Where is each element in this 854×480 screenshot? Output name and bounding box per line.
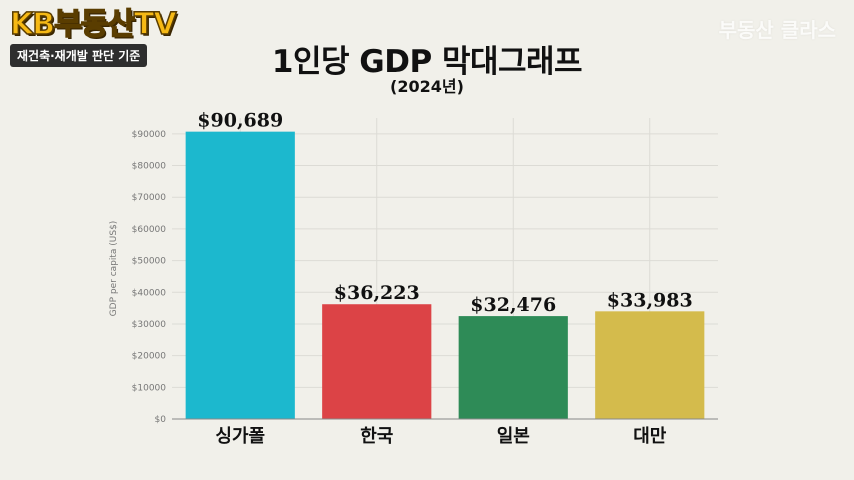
y-tick-label: $10000	[132, 383, 167, 393]
y-tick-label: $40000	[132, 288, 167, 298]
x-tick-label: 한국	[360, 426, 393, 447]
bar	[595, 311, 705, 419]
logo-subtitle: 재건축·재개발 판단 기준	[10, 44, 148, 67]
channel-logo: KB부동산TV 재건축·재개발 판단 기준	[9, 7, 200, 67]
y-tick-label: $20000	[132, 352, 167, 362]
x-tick-label: 일본	[497, 426, 530, 447]
y-tick-label: $50000	[132, 257, 167, 267]
logo-title: KB부동산TV	[9, 7, 177, 43]
chart-title: 1인당 GDP 막대그래프	[271, 44, 583, 80]
bar	[458, 316, 568, 419]
y-tick-label: $90000	[132, 130, 167, 140]
y-tick-label: $0	[155, 415, 167, 425]
y-axis-label: GDP per capita (US$)	[109, 221, 119, 317]
data-label: $36,223	[334, 282, 420, 304]
y-tick-label: $30000	[132, 320, 167, 330]
y-tick-label: $80000	[132, 162, 167, 172]
data-label: $32,476	[470, 294, 556, 316]
bar	[185, 131, 295, 419]
data-label: $90,689	[197, 110, 283, 132]
watermark: 부동산 클라스	[718, 18, 836, 42]
y-tick-label: $60000	[132, 225, 167, 235]
chart-subtitle: (2024년)	[390, 77, 464, 96]
data-label: $33,983	[607, 289, 693, 311]
y-tick-label: $70000	[132, 193, 167, 203]
x-tick-label: 대만	[633, 426, 667, 447]
bar	[322, 304, 432, 419]
x-tick-label: 싱가폴	[215, 426, 265, 447]
